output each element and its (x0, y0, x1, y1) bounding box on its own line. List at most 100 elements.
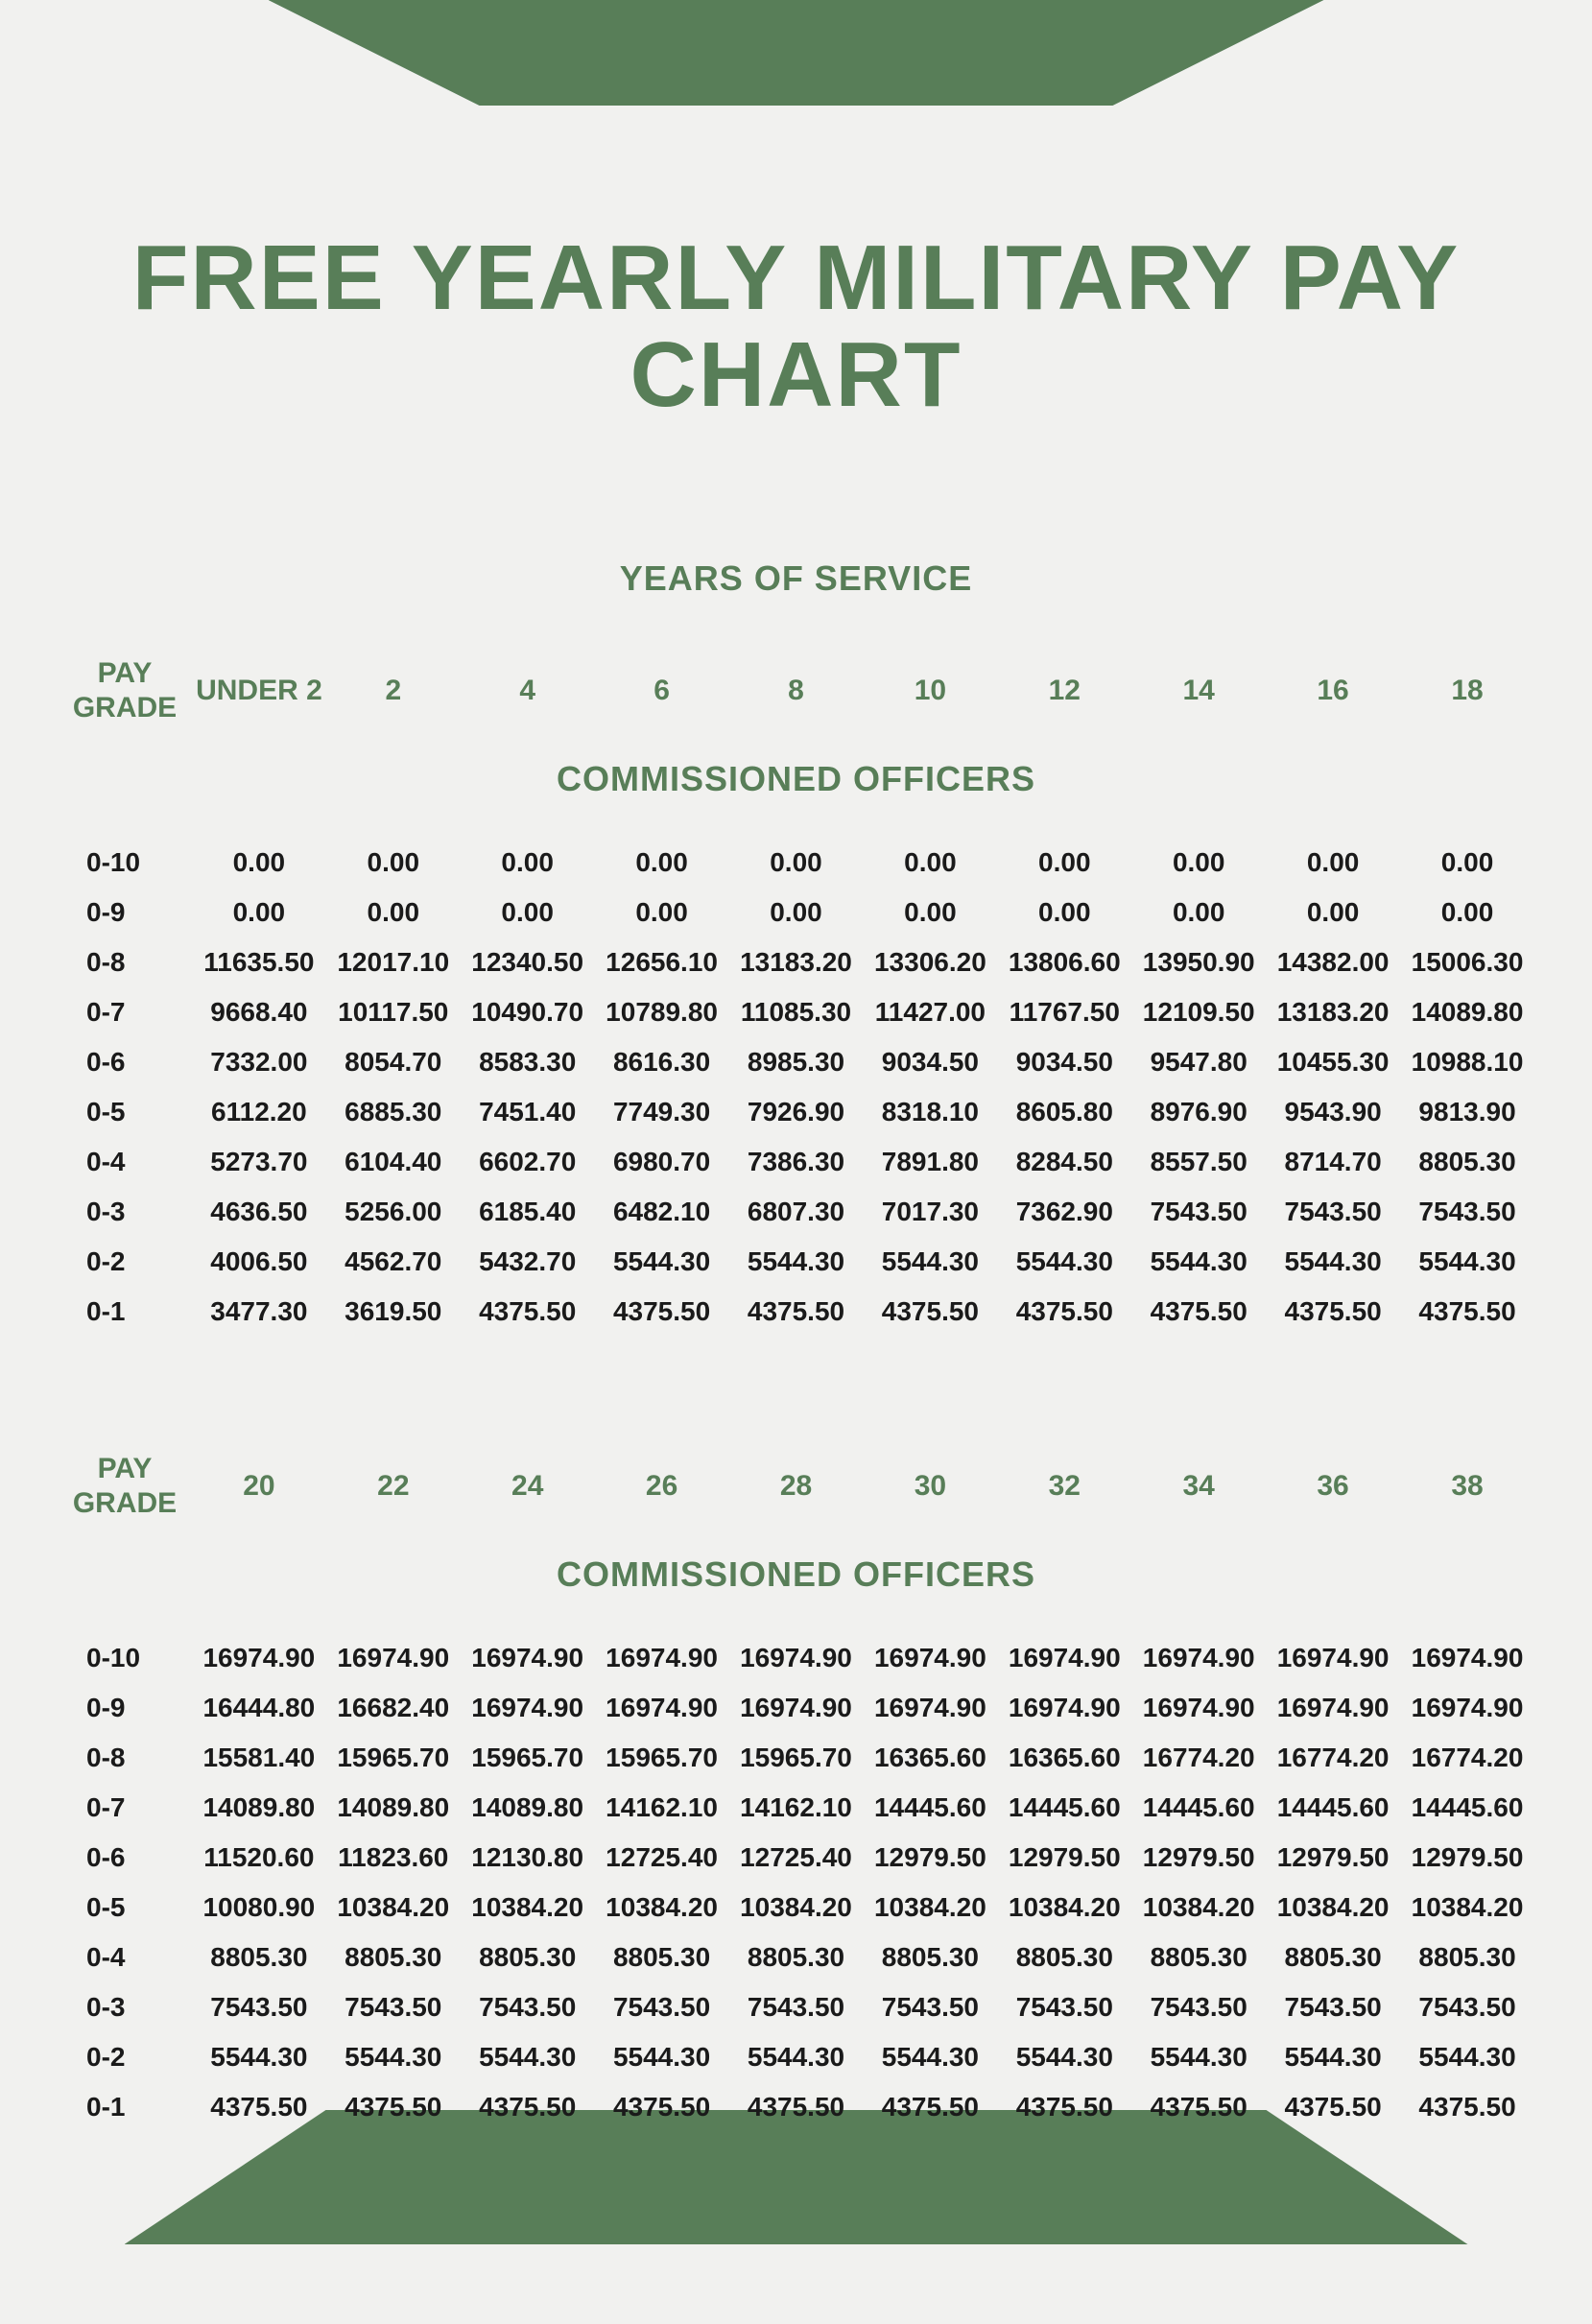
pay-value-cell: 16974.90 (461, 1633, 595, 1683)
pay-value-cell: 16774.20 (1400, 1733, 1534, 1783)
table-row: 0-56112.206885.307451.407749.307926.9083… (58, 1087, 1534, 1137)
pay-value-cell: 5544.30 (729, 2032, 864, 2082)
pay-value-cell: 16974.90 (863, 1683, 997, 1733)
pay-value-cell: 0.00 (1400, 888, 1534, 937)
col-header-years: 24 (461, 1442, 595, 1530)
pay-value-cell: 4375.50 (595, 1287, 729, 1337)
col-header-years: 14 (1131, 647, 1266, 735)
pay-value-cell: 5432.70 (461, 1237, 595, 1287)
pay-value-cell: 11767.50 (997, 987, 1131, 1037)
pay-value-cell: 5544.30 (1131, 2032, 1266, 2082)
pay-value-cell: 4375.50 (192, 2082, 326, 2132)
col-header-years: 30 (863, 1442, 997, 1530)
pay-value-cell: 15965.70 (326, 1733, 461, 1783)
pay-value-cell: 5544.30 (1131, 1237, 1266, 1287)
table-row: 0-79668.4010117.5010490.7010789.8011085.… (58, 987, 1534, 1037)
pay-value-cell: 4375.50 (1400, 2082, 1534, 2132)
pay-value-cell: 12725.40 (729, 1833, 864, 1883)
pay-value-cell: 8583.30 (461, 1037, 595, 1087)
pay-value-cell: 8805.30 (595, 1933, 729, 1982)
pay-value-cell: 12656.10 (595, 937, 729, 987)
pay-grade-cell: 0-9 (58, 1683, 192, 1733)
pay-value-cell: 15965.70 (729, 1733, 864, 1783)
table-row: 0-24006.504562.705432.705544.305544.3055… (58, 1237, 1534, 1287)
pay-value-cell: 5544.30 (997, 1237, 1131, 1287)
pay-value-cell: 9668.40 (192, 987, 326, 1037)
pay-value-cell: 12130.80 (461, 1833, 595, 1883)
pay-value-cell: 16974.90 (1266, 1633, 1400, 1683)
pay-value-cell: 8805.30 (1131, 1933, 1266, 1982)
pay-value-cell: 16974.90 (461, 1683, 595, 1733)
pay-value-cell: 5544.30 (595, 2032, 729, 2082)
pay-grade-cell: 0-7 (58, 1783, 192, 1833)
pay-value-cell: 10988.10 (1400, 1037, 1534, 1087)
pay-value-cell: 16974.90 (729, 1683, 864, 1733)
table-row: 0-14375.504375.504375.504375.504375.5043… (58, 2082, 1534, 2132)
pay-value-cell: 4636.50 (192, 1187, 326, 1237)
col-header-years: UNDER 2 (192, 647, 326, 735)
pay-value-cell: 8985.30 (729, 1037, 864, 1087)
pay-value-cell: 12979.50 (1400, 1833, 1534, 1883)
pay-value-cell: 3477.30 (192, 1287, 326, 1337)
col-header-years: 32 (997, 1442, 1131, 1530)
pay-table-1-body: 0-100.000.000.000.000.000.000.000.000.00… (58, 838, 1534, 1337)
pay-value-cell: 6104.40 (326, 1137, 461, 1187)
pay-value-cell: 8805.30 (326, 1933, 461, 1982)
col-header-years: 2 (326, 647, 461, 735)
pay-value-cell: 14445.60 (1131, 1783, 1266, 1833)
pay-grade-cell: 0-8 (58, 937, 192, 987)
pay-value-cell: 10384.20 (1266, 1883, 1400, 1933)
pay-value-cell: 4375.50 (1400, 1287, 1534, 1337)
pay-value-cell: 7543.50 (1266, 1187, 1400, 1237)
pay-value-cell: 0.00 (192, 888, 326, 937)
pay-value-cell: 10384.20 (1131, 1883, 1266, 1933)
pay-value-cell: 10080.90 (192, 1883, 326, 1933)
pay-value-cell: 7543.50 (1400, 1187, 1534, 1237)
pay-grade-cell: 0-4 (58, 1137, 192, 1187)
pay-value-cell: 0.00 (595, 838, 729, 888)
pay-value-cell: 16682.40 (326, 1683, 461, 1733)
pay-value-cell: 7543.50 (192, 1982, 326, 2032)
pay-value-cell: 6885.30 (326, 1087, 461, 1137)
pay-value-cell: 5544.30 (1400, 1237, 1534, 1287)
pay-value-cell: 11427.00 (863, 987, 997, 1037)
table-row: 0-811635.5012017.1012340.5012656.1013183… (58, 937, 1534, 987)
pay-value-cell: 10384.20 (326, 1883, 461, 1933)
pay-value-cell: 16974.90 (1400, 1683, 1534, 1733)
pay-value-cell: 14089.80 (1400, 987, 1534, 1037)
pay-grade-cell: 0-1 (58, 1287, 192, 1337)
pay-value-cell: 16974.90 (326, 1633, 461, 1683)
col-header-years: 10 (863, 647, 997, 735)
table-row: 0-510080.9010384.2010384.2010384.2010384… (58, 1883, 1534, 1933)
pay-value-cell: 0.00 (729, 888, 864, 937)
pay-value-cell: 16365.60 (997, 1733, 1131, 1783)
pay-value-cell: 5544.30 (997, 2032, 1131, 2082)
pay-table-2-body: 0-1016974.9016974.9016974.9016974.901697… (58, 1633, 1534, 2132)
pay-value-cell: 4375.50 (729, 2082, 864, 2132)
pay-value-cell: 15006.30 (1400, 937, 1534, 987)
pay-value-cell: 6482.10 (595, 1187, 729, 1237)
pay-value-cell: 0.00 (1131, 838, 1266, 888)
pay-value-cell: 0.00 (192, 838, 326, 888)
table-row: 0-34636.505256.006185.406482.106807.3070… (58, 1187, 1534, 1237)
pay-value-cell: 5544.30 (863, 1237, 997, 1287)
table-row: 0-611520.6011823.6012130.8012725.4012725… (58, 1833, 1534, 1883)
pay-value-cell: 12017.10 (326, 937, 461, 987)
pay-value-cell: 0.00 (461, 838, 595, 888)
pay-value-cell: 0.00 (1131, 888, 1266, 937)
pay-value-cell: 0.00 (326, 838, 461, 888)
pay-value-cell: 16444.80 (192, 1683, 326, 1733)
pay-value-cell: 5544.30 (1266, 1237, 1400, 1287)
pay-value-cell: 4375.50 (461, 2082, 595, 2132)
pay-value-cell: 4375.50 (863, 2082, 997, 2132)
pay-value-cell: 6112.20 (192, 1087, 326, 1137)
pay-value-cell: 4375.50 (997, 2082, 1131, 2132)
pay-value-cell: 0.00 (863, 888, 997, 937)
pay-grade-cell: 0-2 (58, 2032, 192, 2082)
pay-value-cell: 7386.30 (729, 1137, 864, 1187)
pay-value-cell: 8557.50 (1131, 1137, 1266, 1187)
pay-value-cell: 14089.80 (326, 1783, 461, 1833)
pay-value-cell: 4375.50 (326, 2082, 461, 2132)
pay-value-cell: 14445.60 (863, 1783, 997, 1833)
pay-value-cell: 8805.30 (1400, 1933, 1534, 1982)
